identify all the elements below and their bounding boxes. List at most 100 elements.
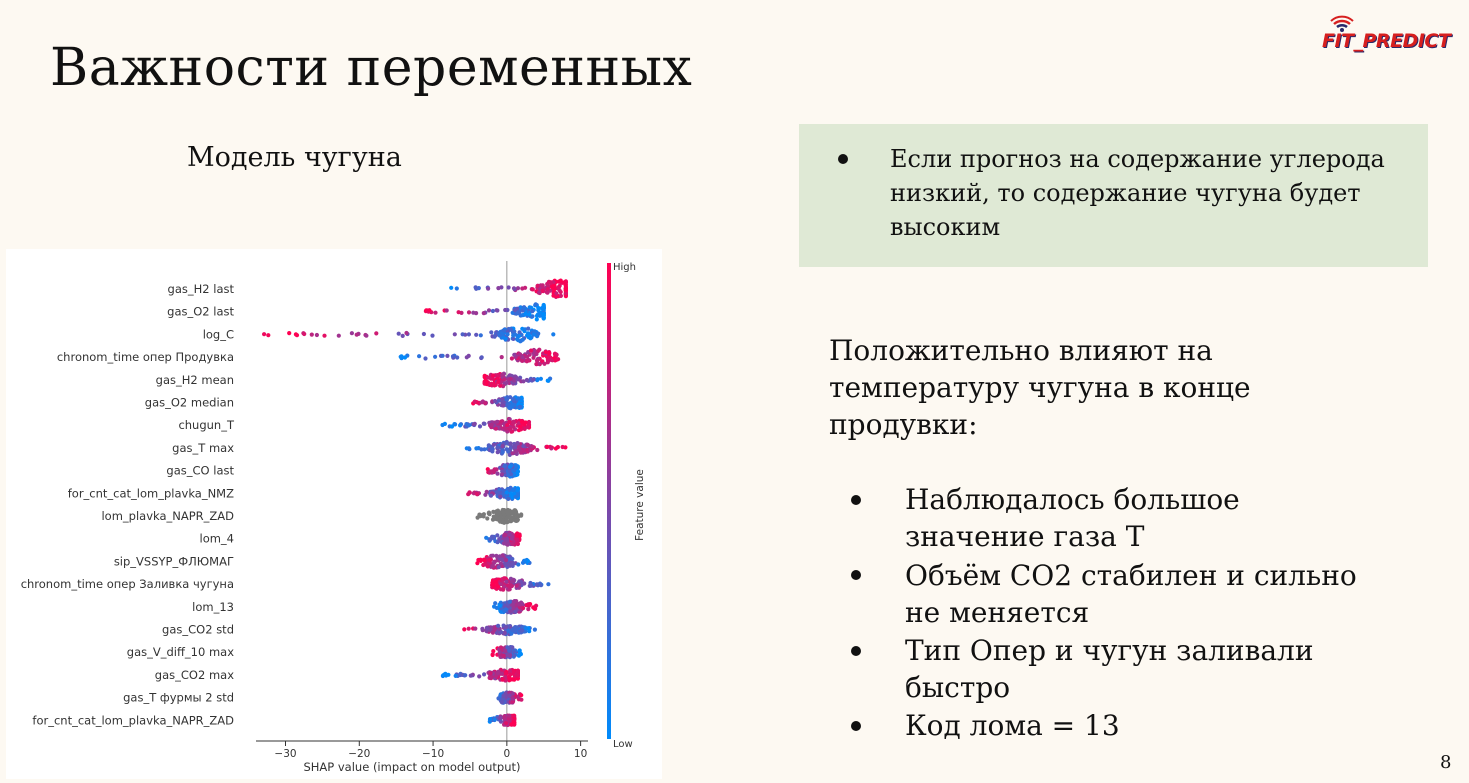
shap-point (498, 383, 503, 388)
shap-point (515, 469, 520, 474)
shap-point (433, 354, 438, 359)
shap-point (511, 606, 516, 611)
shap-point (508, 427, 513, 432)
shap-point (524, 359, 529, 364)
colorbar-low-label: Low (613, 739, 633, 750)
feature-label: gas_H2 last (168, 282, 235, 296)
shap-point (504, 558, 509, 563)
shap-point (497, 650, 502, 655)
shap-point (433, 310, 438, 315)
shap-point (440, 353, 445, 358)
shap-point (262, 332, 267, 337)
shap-point (302, 331, 307, 337)
shap-point (497, 490, 503, 495)
shap-point (491, 442, 496, 447)
shap-point (476, 286, 481, 291)
bullet-icon (851, 570, 861, 580)
shap-point (506, 508, 511, 513)
shap-point (455, 355, 460, 360)
shap-point (489, 675, 494, 680)
shap-point (473, 626, 478, 631)
shap-point (497, 603, 503, 608)
shap-point (507, 648, 512, 653)
shap-point (515, 541, 520, 547)
shap-point (505, 429, 510, 434)
shap-point (474, 492, 480, 497)
shap-point (509, 519, 514, 524)
shap-point (481, 512, 486, 517)
shap-point (496, 379, 501, 384)
shap-point (490, 535, 496, 540)
bullet-item: Код лома = 13 (905, 709, 1120, 742)
shap-point (516, 562, 521, 567)
shap-point (507, 532, 512, 537)
shap-point (490, 382, 495, 387)
shap-point (510, 451, 515, 456)
shap-point (374, 331, 379, 336)
shap-point (287, 331, 292, 336)
shap-point (526, 602, 531, 607)
shap-point (473, 285, 478, 290)
shap-point (513, 628, 518, 633)
feature-label: lom_4 (200, 532, 235, 546)
bullet-icon (838, 154, 848, 164)
shap-point (464, 355, 469, 360)
colorbar (607, 263, 611, 739)
shap-point (506, 628, 511, 633)
shap-point (491, 469, 496, 474)
shap-point (563, 288, 569, 293)
shap-point (508, 395, 513, 400)
shap-point (499, 355, 504, 360)
shap-point (511, 402, 516, 407)
shap-point (474, 332, 479, 337)
shap-point (452, 332, 457, 337)
shap-point (510, 645, 515, 650)
shap-point (521, 444, 526, 449)
shap-point (516, 377, 521, 382)
shap-point (520, 313, 525, 318)
shap-point (507, 713, 512, 718)
shap-point (512, 444, 517, 449)
shap-point (322, 333, 327, 338)
shap-point (509, 327, 514, 332)
feature-label: gas_T max (172, 441, 234, 455)
shap-point (475, 561, 480, 566)
shap-point (490, 308, 495, 314)
shap-point (506, 472, 511, 477)
shap-point (517, 602, 522, 607)
shap-point (518, 352, 523, 357)
shap-point (511, 424, 516, 430)
shap-point (499, 700, 504, 705)
shap-point (516, 338, 521, 343)
shap-point (502, 630, 507, 635)
shap-point (517, 333, 522, 338)
shap-point (546, 582, 551, 587)
shap-point (503, 671, 508, 676)
shap-point (523, 311, 528, 317)
shap-point (522, 581, 527, 586)
shap-point (495, 512, 500, 517)
shap-point (474, 446, 479, 451)
shap-point (503, 678, 508, 683)
shap-point (512, 653, 517, 658)
colorbar-high-label: High (613, 262, 636, 273)
shap-point (503, 307, 508, 313)
bullet-item: Объём CO2 стабилен и сильно не меняется (905, 559, 1357, 629)
shap-point (512, 352, 517, 357)
shap-point (560, 444, 565, 450)
shap-point (501, 541, 507, 546)
shap-point (498, 561, 503, 566)
shap-point (505, 332, 510, 337)
bullet-icon (851, 721, 861, 731)
shap-point (481, 311, 486, 316)
shap-point (493, 382, 498, 387)
shap-point (501, 403, 506, 408)
shap-point (505, 645, 510, 650)
shap-point (443, 671, 448, 676)
feature-label: gas_V_diff_10 max (127, 645, 234, 659)
shap-point (519, 628, 525, 633)
shap-point (512, 511, 518, 516)
shap-point (507, 469, 512, 474)
shap-point (486, 308, 492, 313)
logo: FIT_PREDICT (1316, 8, 1456, 58)
